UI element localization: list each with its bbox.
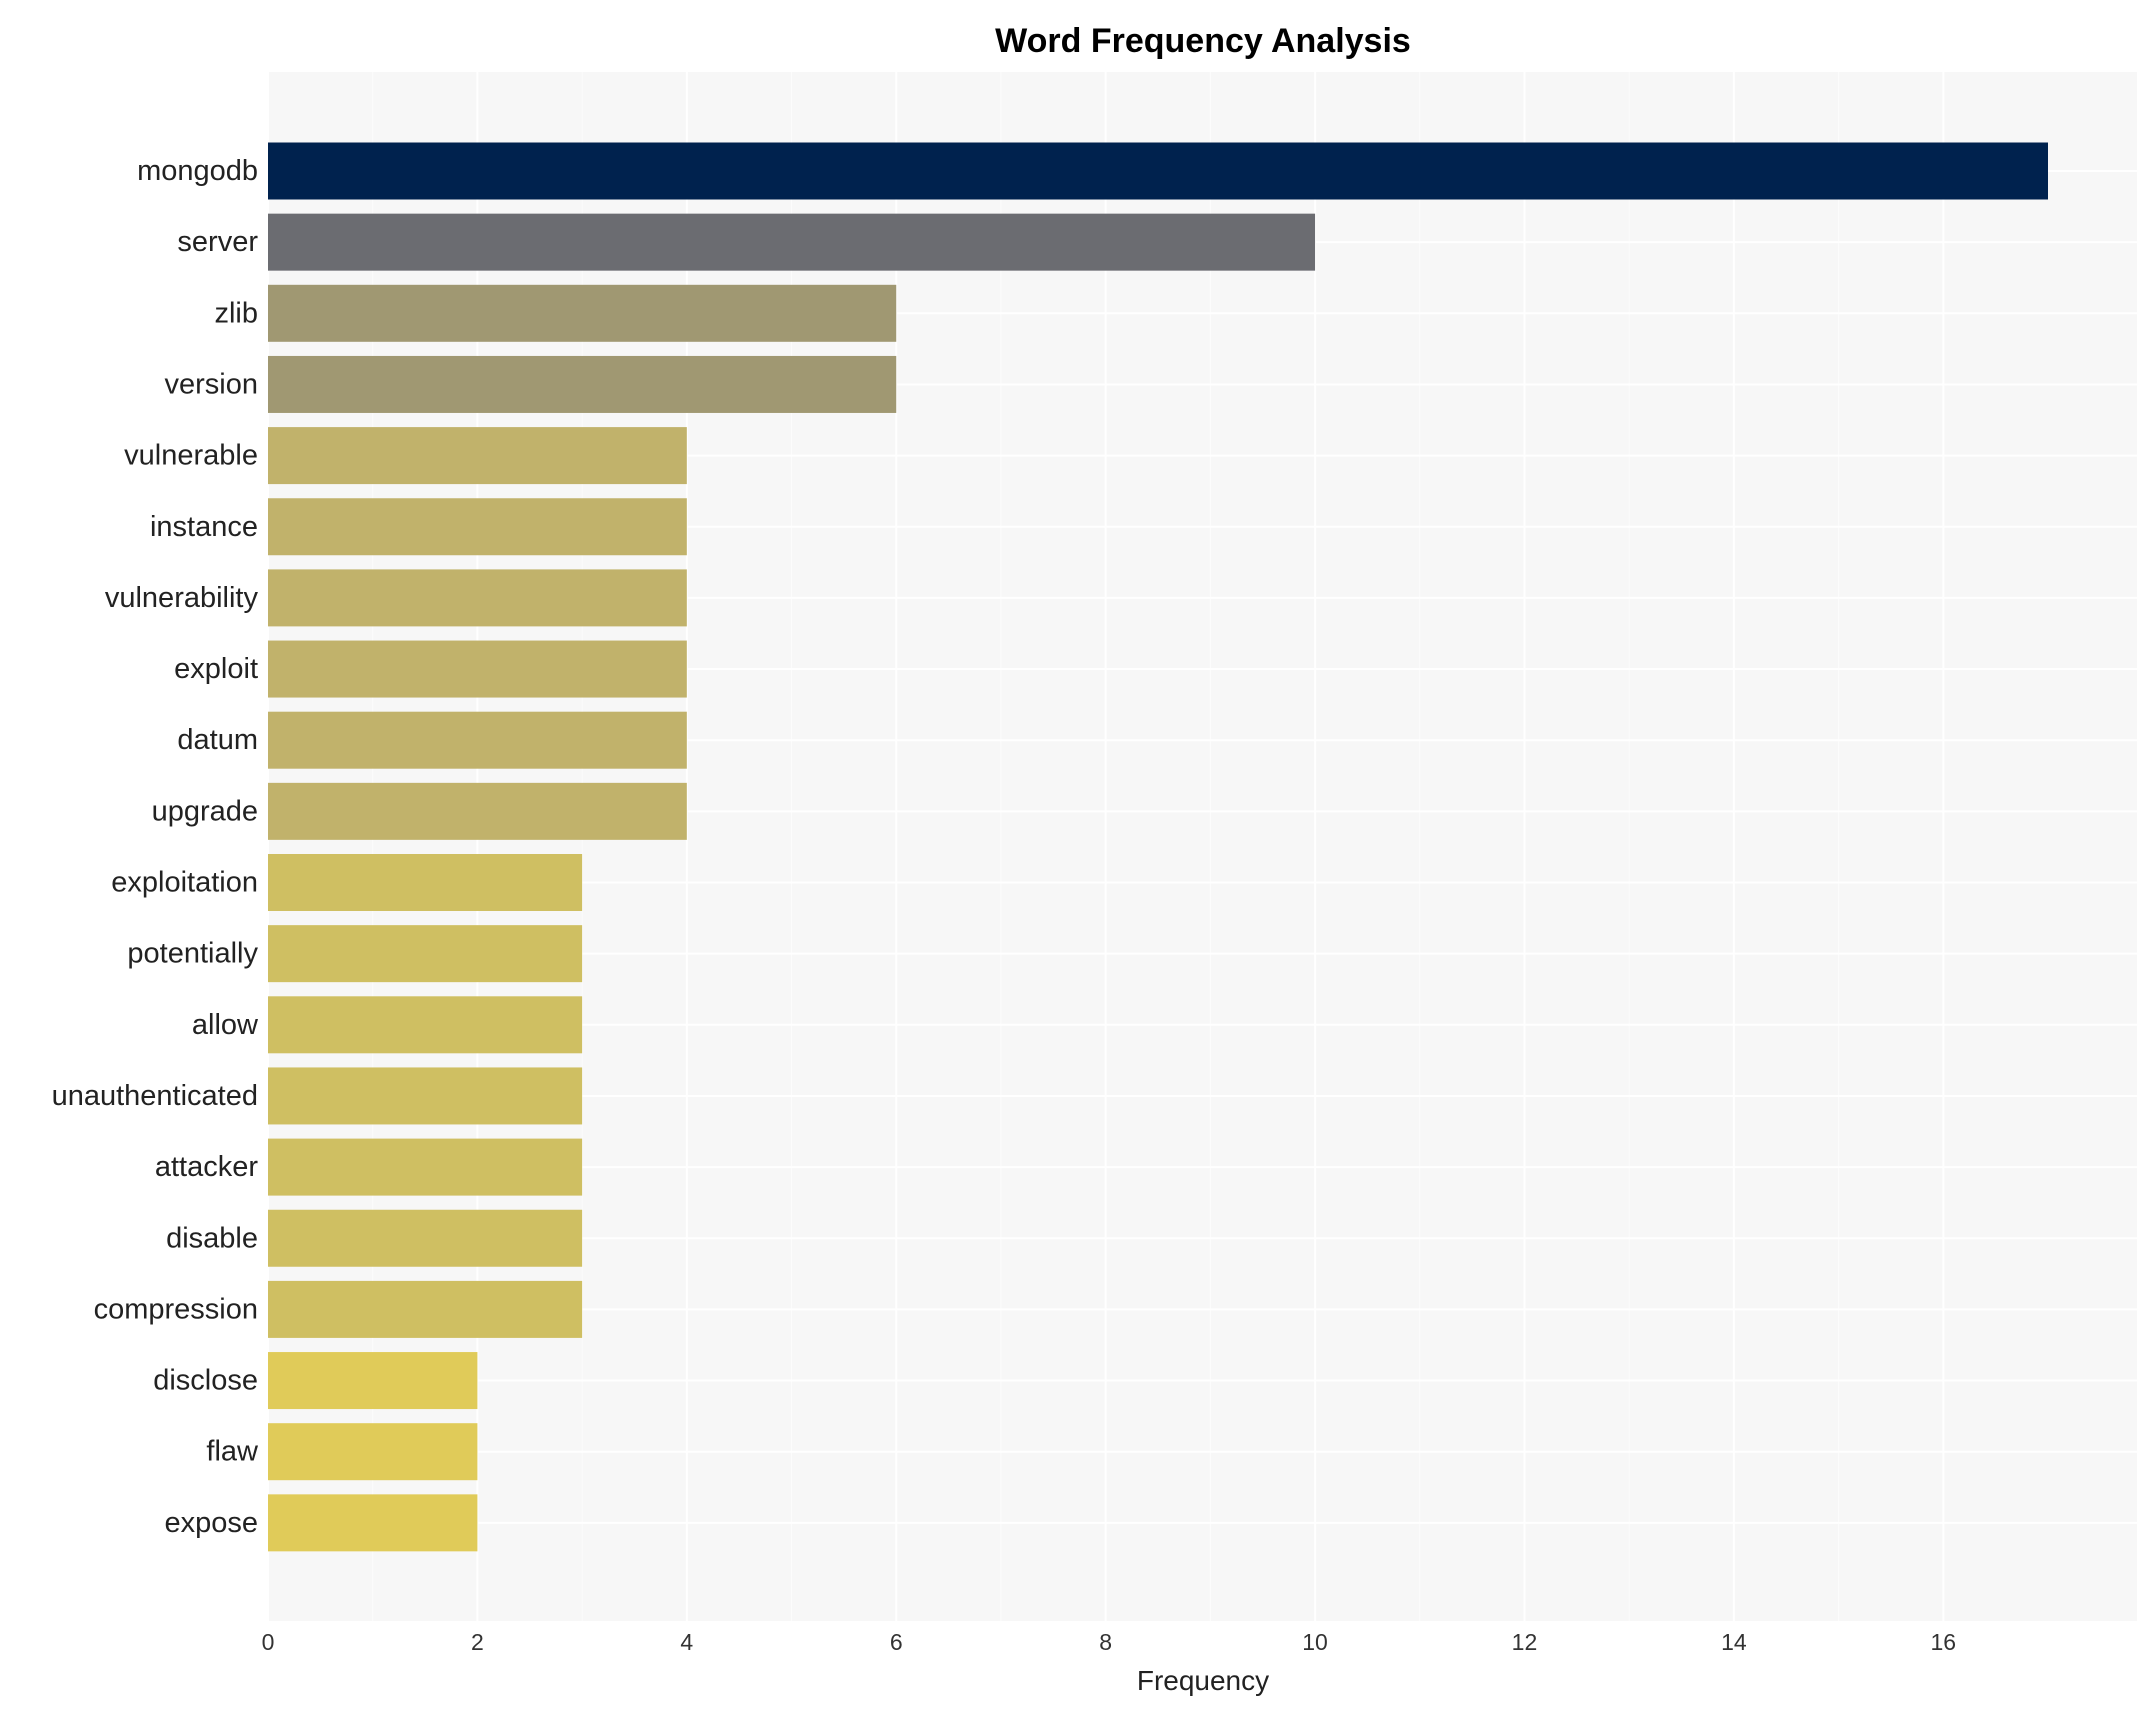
bar-unauthenticated bbox=[268, 1067, 583, 1125]
bar-exploit bbox=[268, 640, 687, 698]
y-tick-label: datum bbox=[177, 724, 258, 756]
bar-allow bbox=[268, 996, 583, 1054]
bar-datum bbox=[268, 711, 687, 769]
y-tick-label: server bbox=[177, 226, 258, 258]
y-tick-label: vulnerable bbox=[124, 440, 258, 472]
y-tick-label: flaw bbox=[206, 1436, 259, 1468]
y-tick-label: disable bbox=[166, 1222, 258, 1254]
x-tick-label: 10 bbox=[1302, 1629, 1328, 1655]
y-tick-label: disclose bbox=[153, 1365, 258, 1397]
bar-exploitation bbox=[268, 854, 583, 911]
x-tick-label: 8 bbox=[1099, 1629, 1112, 1655]
y-tick-label: unauthenticated bbox=[52, 1080, 258, 1112]
y-tick-label: upgrade bbox=[152, 795, 258, 827]
bar-vulnerable bbox=[268, 427, 687, 485]
bar-flaw bbox=[268, 1423, 478, 1481]
x-tick-label: 6 bbox=[890, 1629, 903, 1655]
y-tick-label: allow bbox=[192, 1009, 259, 1041]
bar-expose bbox=[268, 1494, 478, 1552]
y-tick-label: compression bbox=[94, 1293, 258, 1325]
x-tick-label: 2 bbox=[471, 1629, 484, 1655]
y-tick-label: version bbox=[165, 368, 259, 400]
y-tick-label: exploitation bbox=[111, 867, 258, 899]
bar-mongodb bbox=[268, 142, 2048, 200]
bar-attacker bbox=[268, 1138, 583, 1196]
x-tick-label: 16 bbox=[1930, 1629, 1956, 1655]
bar-disable bbox=[268, 1209, 583, 1267]
x-tick-label: 0 bbox=[262, 1629, 275, 1655]
x-tick-label: 14 bbox=[1721, 1629, 1747, 1655]
x-axis-label: Frequency bbox=[1137, 1665, 1269, 1696]
bar-zlib bbox=[268, 284, 897, 342]
y-tick-label: expose bbox=[164, 1507, 258, 1539]
bar-upgrade bbox=[268, 782, 687, 840]
bar-compression bbox=[268, 1280, 583, 1338]
chart-title: Word Frequency Analysis bbox=[995, 22, 1411, 60]
bar-disclose bbox=[268, 1352, 478, 1410]
bar-version bbox=[268, 355, 897, 413]
y-tick-label: instance bbox=[150, 511, 258, 543]
bar-server bbox=[268, 213, 1316, 271]
bar-instance bbox=[268, 498, 687, 556]
bar-potentially bbox=[268, 925, 583, 983]
y-tick-label: attacker bbox=[155, 1151, 258, 1183]
y-tick-label: potentially bbox=[127, 938, 258, 970]
y-tick-label: vulnerability bbox=[105, 582, 259, 614]
y-tick-label: mongodb bbox=[137, 155, 258, 187]
x-tick-label: 12 bbox=[1512, 1629, 1538, 1655]
y-tick-label: exploit bbox=[174, 653, 258, 685]
x-tick-label: 4 bbox=[680, 1629, 693, 1655]
bar-vulnerability bbox=[268, 569, 687, 627]
y-tick-label: zlib bbox=[214, 297, 258, 329]
